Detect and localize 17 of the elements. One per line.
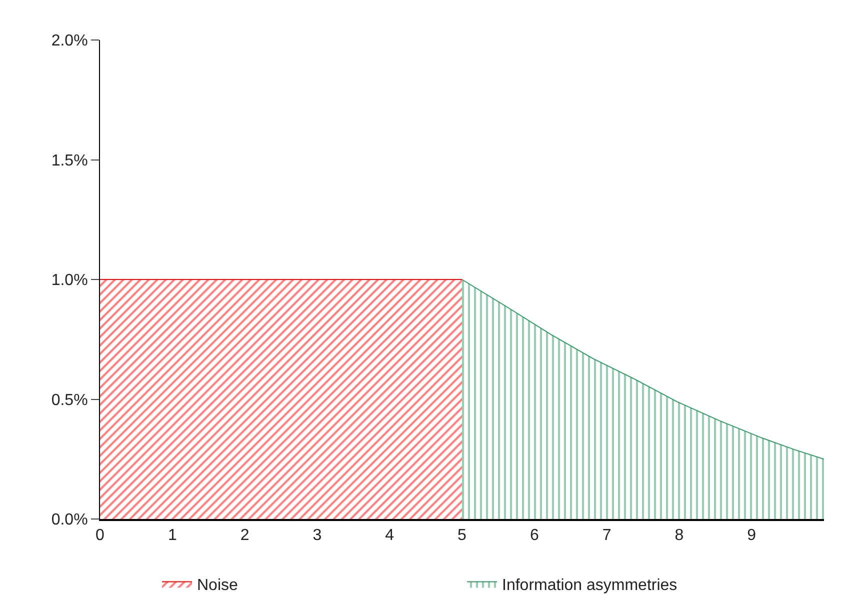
x-tick-label: 6 — [530, 526, 539, 544]
x-tick-label: 9 — [747, 526, 756, 544]
x-tick-label: 4 — [385, 526, 394, 544]
x-tick-label: 8 — [674, 526, 684, 544]
y-tick-label: 0.5% — [51, 392, 88, 409]
legend-label: Noise — [197, 577, 238, 594]
legend-label: Information asymmetries — [502, 577, 678, 594]
y-tick-label: 0.0% — [51, 512, 88, 529]
x-tick-label: 1 — [168, 526, 177, 544]
y-tick-label: 2.0% — [51, 32, 88, 50]
x-tick-label: 3 — [312, 526, 322, 544]
x-tick-label: 0 — [96, 526, 105, 544]
x-tick-label: 5 — [458, 526, 467, 544]
x-tick-label: 7 — [602, 526, 612, 544]
y-tick-label: 1.0% — [51, 272, 88, 290]
x-tick-label: 2 — [240, 526, 250, 544]
y-tick-label: 1.5% — [51, 152, 88, 170]
